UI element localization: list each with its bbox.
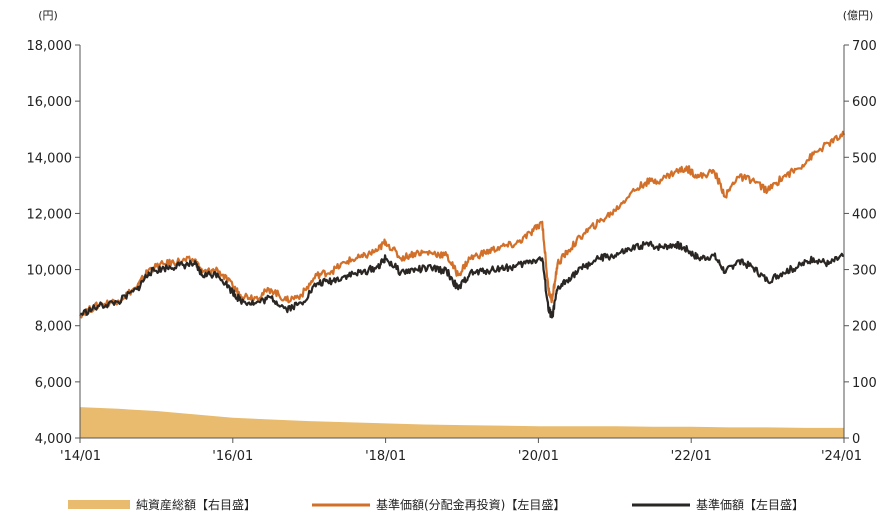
legend-label-nav: 基準価額【左目盛】 (696, 497, 804, 512)
right-tick-label: 500 (852, 151, 877, 166)
x-tick-label: '14/01 (60, 449, 101, 464)
left-axis-unit: (円) (38, 9, 58, 22)
legend-label-net-assets: 純資産総額【右目盛】 (136, 497, 256, 512)
x-axis-ticks: '14/01 '16/01 '18/01 '20/01 '22/01 '24/01 (60, 438, 862, 464)
left-tick-label: 14,000 (27, 151, 73, 166)
line-layer (79, 130, 846, 319)
right-tick-label: 400 (852, 207, 877, 222)
right-axis-unit: (億円) (843, 9, 874, 22)
area-layer (80, 407, 844, 438)
right-tick-label: 600 (852, 95, 877, 110)
right-tick-label: 200 (852, 320, 877, 335)
legend-swatch-net-assets (68, 500, 130, 509)
left-axis-ticks: 4,000 6,000 8,000 10,000 12,000 14,000 16,000 1… (27, 39, 80, 447)
series-line-nav (79, 240, 845, 319)
series-area-net-assets (80, 407, 844, 438)
right-tick-label: 100 (852, 376, 877, 391)
left-tick-label: 16,000 (27, 95, 73, 110)
legend-item-nav: 基準価額【左目盛】 (632, 497, 804, 512)
series-line-reinvested-nav (79, 130, 846, 319)
x-tick-label: '24/01 (821, 449, 862, 464)
right-tick-label: 0 (852, 432, 860, 447)
x-tick-label: '22/01 (671, 449, 712, 464)
x-tick-label: '18/01 (365, 449, 406, 464)
right-tick-label: 300 (852, 264, 877, 279)
plot-area (79, 45, 846, 438)
left-tick-label: 12,000 (27, 207, 73, 222)
left-tick-label: 10,000 (27, 264, 73, 279)
right-tick-label: 700 (852, 39, 877, 54)
left-tick-label: 4,000 (35, 432, 72, 447)
x-tick-label: '16/01 (212, 449, 253, 464)
legend-item-reinvested-nav: 基準価額(分配金再投資)【左目盛】 (312, 497, 565, 512)
right-axis-ticks: 0 100 200 300 400 500 600 700 (844, 39, 877, 447)
legend-label-reinvested-nav: 基準価額(分配金再投資)【左目盛】 (376, 497, 565, 512)
left-tick-label: 18,000 (27, 39, 73, 54)
left-tick-label: 8,000 (35, 320, 72, 335)
plot-background (80, 45, 844, 438)
legend-item-net-assets: 純資産総額【右目盛】 (68, 497, 256, 512)
left-tick-label: 6,000 (35, 376, 72, 391)
axes: 4,000 6,000 8,000 10,000 12,000 14,000 16,000 1… (27, 9, 877, 464)
x-tick-label: '20/01 (518, 449, 559, 464)
legend: 純資産総額【右目盛】 基準価額(分配金再投資)【左目盛】 基準価額【左目盛】 (68, 497, 804, 512)
